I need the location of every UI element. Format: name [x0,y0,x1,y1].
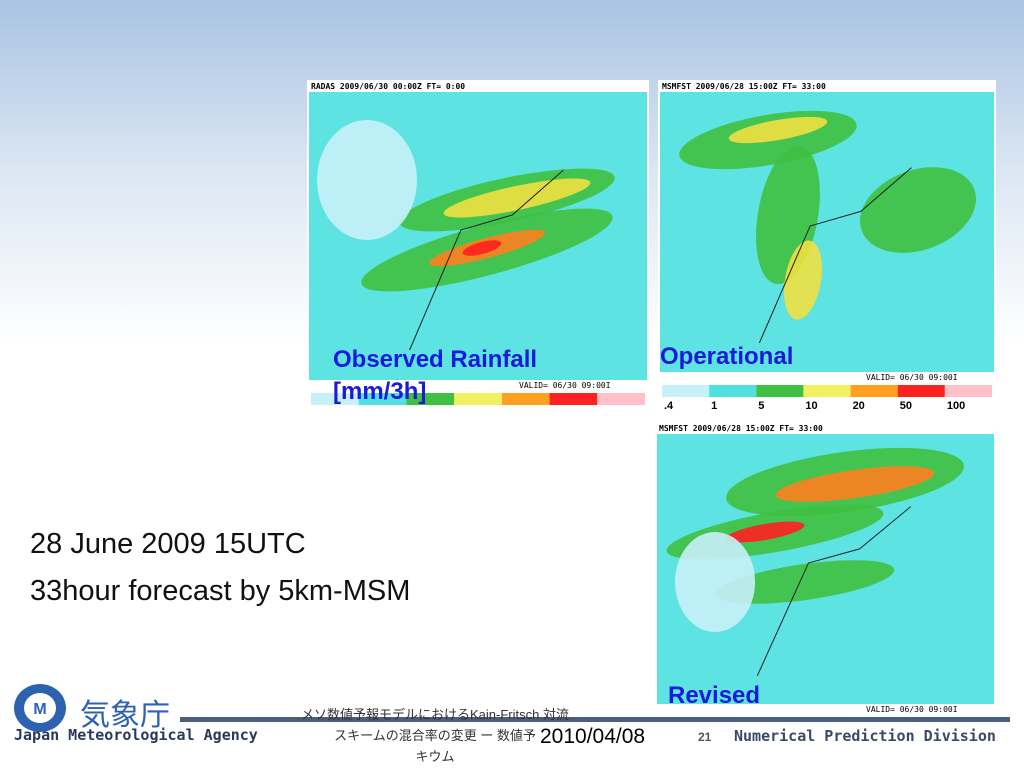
colorbar-label: .4 [664,400,674,412]
colorbar-segment [311,393,359,405]
map-valid: VALID= 06/30 09:00I [519,381,611,390]
colorbar-segment [662,385,710,397]
colorbar-segment [756,385,804,397]
map-svg: RADAS 2009/06/30 00:00Z FT= 0:00 VALID= 0… [309,82,647,405]
coastline [758,167,912,343]
page-number: 21 [698,730,712,744]
caption: メソ数値予報モデルにおけるKain-Fritsch 対流 [301,707,569,722]
map-svg: MSMFST 2009/06/28 15:00Z FT= 33:00 VALID=… [660,82,994,412]
colorbar-label: 1 [711,400,717,412]
rain-area [462,240,502,256]
colorbar-segment [454,393,502,405]
map-label: Observed Rainfall [333,346,538,373]
rain-area [443,178,591,218]
map-label: Revised [668,682,761,709]
rain-area [715,560,895,604]
weather-map: RADAS 2009/06/30 00:00Z FT= 0:00 VALID= 0… [307,80,649,406]
agency-en: Japan Meteorological Agency [14,726,258,744]
rain-area [725,521,805,543]
colorbar-segment [597,393,645,405]
map-valid: VALID= 06/30 09:00I [866,705,958,714]
svg-text:M: M [33,701,46,718]
weather-map: MSMFST 2009/06/28 15:00Z FT= 33:00 VALID=… [658,80,996,412]
date: 2010/04/08 [540,725,646,748]
slide-text: 28 June 2009 15UTC [30,528,306,560]
agency-jp: 気象庁 [80,698,170,733]
caption: キウム [415,749,455,764]
footer-rule [180,717,1010,722]
map-svg: MSMFST 2009/06/28 15:00Z FT= 33:00 VALID=… [657,424,994,714]
rain-area [775,466,935,502]
map-header: MSMFST 2009/06/28 15:00Z FT= 33:00 [659,424,823,433]
colorbar-segment [406,393,455,405]
colorbar-segment [897,385,945,397]
map-label: [mm/3h] [333,378,427,405]
colorbar-segment [549,393,598,405]
colorbar-segment [501,393,550,405]
rain-area [675,532,755,632]
rain-area [728,116,828,144]
colorbar-segment [358,393,407,405]
map-header: RADAS 2009/06/30 00:00Z FT= 0:00 [311,82,465,91]
coastline [409,169,564,351]
slide-text: 33hour forecast by 5km-MSM [30,575,411,607]
colorbar-label: 5 [758,400,764,412]
colorbar-label: 20 [853,400,865,412]
logo: M [14,684,66,732]
division: Numerical Prediction Division [734,727,996,745]
colorbar-segment [709,385,757,397]
map-label: Operational [660,343,794,370]
colorbar-label: 10 [805,400,817,412]
weather-map: MSMFST 2009/06/28 15:00Z FT= 33:00 VALID=… [655,422,996,722]
colorbar-label: 100 [947,400,965,412]
caption: スキームの混合率の変更 ー 数値予 [334,728,536,743]
colorbar-label: 50 [900,400,912,412]
colorbar-segment [944,385,992,397]
coastline [756,506,912,677]
map-header: MSMFST 2009/06/28 15:00Z FT= 33:00 [662,82,826,91]
rain-area [859,167,977,253]
map-valid: VALID= 06/30 09:00I [866,373,958,382]
colorbar-segment [803,385,851,397]
colorbar-segment [850,385,898,397]
rain-area [783,240,823,320]
rain-area [317,120,417,240]
